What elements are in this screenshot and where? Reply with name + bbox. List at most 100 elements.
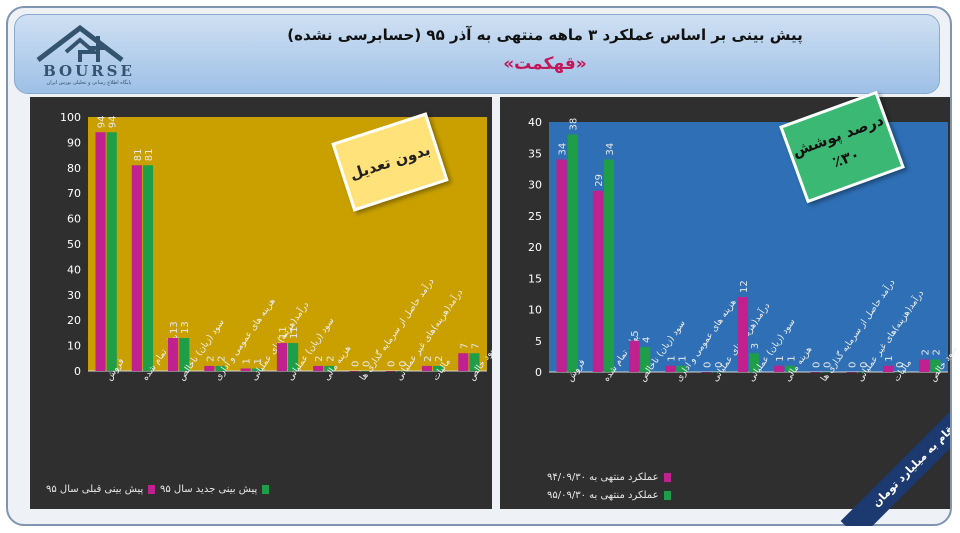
data-label: 2	[217, 356, 228, 362]
data-label: 94	[97, 116, 108, 129]
legend-item: پیش بینی قبلی سال ۹۵	[46, 484, 156, 495]
data-label: 81	[144, 149, 155, 162]
bar	[567, 134, 578, 372]
data-label: 38	[569, 118, 580, 131]
title-banner	[14, 14, 940, 94]
data-label: 34	[605, 143, 616, 156]
bar	[95, 132, 106, 371]
bar	[240, 368, 251, 371]
data-label: 0	[848, 362, 859, 368]
y-tick-label: 30	[528, 179, 542, 192]
data-label: 0	[714, 362, 725, 368]
bar	[324, 365, 335, 371]
y-tick-label: 15	[528, 272, 542, 285]
bourse-logo-icon	[36, 24, 124, 62]
bar	[360, 371, 371, 372]
bar	[930, 359, 941, 372]
legend-item: عملکرد منتهی به ۹۵/۰۹/۳۰	[547, 490, 671, 501]
logo-wordmark: BOURSE	[43, 62, 135, 80]
bar	[142, 165, 154, 371]
bar	[215, 365, 226, 371]
data-label: 0	[823, 362, 834, 368]
y-tick-label: 0	[74, 365, 81, 378]
bar	[204, 365, 215, 371]
y-tick-label: 90	[67, 136, 81, 149]
bar	[168, 337, 179, 371]
bar	[603, 159, 615, 372]
bar	[712, 372, 723, 373]
y-tick-label: 40	[528, 116, 542, 129]
y-tick-label: 0	[535, 366, 542, 379]
bar	[396, 371, 407, 372]
data-label: 13	[169, 321, 180, 334]
data-label: 0	[859, 362, 870, 368]
y-tick-label: 10	[67, 340, 81, 353]
y-tick-label: 30	[67, 289, 81, 302]
data-label: 1	[775, 355, 786, 361]
bar	[701, 372, 712, 373]
data-label: 34	[558, 143, 569, 156]
data-label: 3	[750, 343, 761, 349]
data-label: 1	[242, 358, 253, 364]
legend-item: عملکرد منتهی به ۹۴/۰۹/۳۰	[547, 472, 671, 483]
data-label: 2	[931, 349, 942, 355]
bar	[676, 365, 687, 372]
legend-label: عملکرد منتهی به ۹۴/۰۹/۳۰	[547, 472, 659, 483]
bar	[846, 372, 857, 373]
bar	[421, 365, 433, 371]
bar	[433, 365, 444, 371]
bar	[349, 371, 360, 372]
data-label: 2	[314, 356, 325, 362]
bar	[640, 347, 651, 372]
bar	[894, 372, 905, 373]
data-label: 12	[739, 280, 750, 293]
data-label: 2	[205, 356, 216, 362]
data-label: 0	[362, 361, 373, 367]
bar	[251, 368, 262, 371]
data-label: 2	[325, 356, 336, 362]
units-banner-clip: ارقام به میلیارد تومان	[840, 410, 950, 526]
data-label: 1	[253, 358, 264, 364]
data-label: 2	[434, 356, 445, 362]
legend-label: پیش بینی جدید سال ۹۵	[160, 484, 258, 495]
bar	[749, 353, 760, 372]
data-label: 29	[594, 174, 605, 187]
data-label: 11	[278, 326, 289, 339]
data-label: 2	[423, 356, 434, 362]
data-label: 0	[350, 361, 361, 367]
data-label: 81	[133, 149, 144, 162]
bar	[774, 365, 785, 372]
data-label: 11	[289, 326, 300, 339]
bar	[857, 372, 868, 373]
y-tick-label: 20	[67, 314, 81, 327]
y-tick-label: 100	[60, 111, 81, 124]
data-label: 0	[387, 361, 398, 367]
bar	[810, 372, 821, 373]
y-tick-label: 60	[67, 213, 81, 226]
y-tick-label: 10	[528, 304, 542, 317]
bar	[785, 365, 796, 372]
data-label: 7	[459, 343, 470, 349]
units-banner: ارقام به میلیارد تومان	[840, 410, 950, 526]
bar	[385, 371, 396, 372]
bar	[556, 159, 567, 372]
data-label: 13	[180, 321, 191, 334]
bar	[737, 297, 748, 372]
page-title: پیش بینی بر اساس عملکرد ۳ ماهه منتهی به …	[287, 26, 803, 44]
bar	[821, 372, 832, 373]
bar	[458, 353, 469, 371]
data-label: 0	[811, 362, 822, 368]
data-label: 1	[884, 355, 895, 361]
legend-item: پیش بینی جدید سال ۹۵	[160, 484, 270, 495]
data-label: 1	[678, 355, 689, 361]
bar	[131, 165, 142, 371]
data-label: 1	[666, 355, 677, 361]
data-label: 7	[470, 343, 481, 349]
y-tick-label: 50	[67, 238, 81, 251]
bar	[179, 337, 190, 371]
logo-subtitle: پایگاه اطلاع رسانی و تحلیلی بورس ایران	[46, 80, 132, 86]
bar	[665, 365, 676, 372]
data-label: 0	[703, 362, 714, 368]
bar	[469, 353, 480, 371]
